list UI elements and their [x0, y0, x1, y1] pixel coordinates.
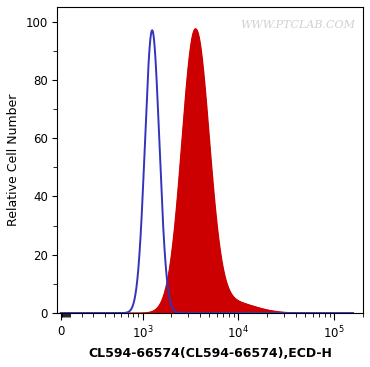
Text: WWW.PTCLAB.COM: WWW.PTCLAB.COM	[240, 21, 356, 30]
X-axis label: CL594-66574(CL594-66574),ECD-H: CL594-66574(CL594-66574),ECD-H	[88, 347, 332, 360]
Y-axis label: Relative Cell Number: Relative Cell Number	[7, 94, 20, 226]
